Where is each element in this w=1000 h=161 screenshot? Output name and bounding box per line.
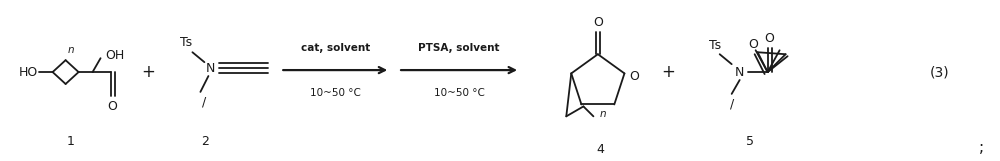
Text: 10~50 °C: 10~50 °C [310, 88, 361, 98]
Text: /: / [202, 95, 207, 108]
Text: 2: 2 [201, 135, 209, 148]
Text: PTSA, solvent: PTSA, solvent [418, 43, 500, 53]
Text: +: + [661, 63, 675, 81]
Text: O: O [630, 70, 639, 83]
Text: +: + [142, 63, 155, 81]
Text: n: n [67, 45, 74, 55]
Text: HO: HO [19, 66, 38, 79]
Text: /: / [730, 97, 734, 110]
Text: (3): (3) [930, 65, 949, 79]
Text: N: N [735, 66, 744, 79]
Text: ;: ; [979, 140, 984, 155]
Text: cat, solvent: cat, solvent [301, 43, 370, 53]
Text: 10~50 °C: 10~50 °C [434, 88, 484, 98]
Text: OH: OH [106, 49, 125, 62]
Text: Ts: Ts [709, 39, 721, 52]
Text: O: O [108, 100, 117, 113]
Text: n: n [600, 109, 607, 119]
Text: Ts: Ts [180, 36, 192, 49]
Text: 5: 5 [746, 135, 754, 148]
Text: O: O [749, 38, 759, 51]
Text: 4: 4 [596, 143, 604, 156]
Text: N: N [206, 62, 215, 75]
Text: O: O [593, 16, 603, 29]
Text: 1: 1 [67, 135, 75, 148]
Text: O: O [765, 32, 775, 45]
